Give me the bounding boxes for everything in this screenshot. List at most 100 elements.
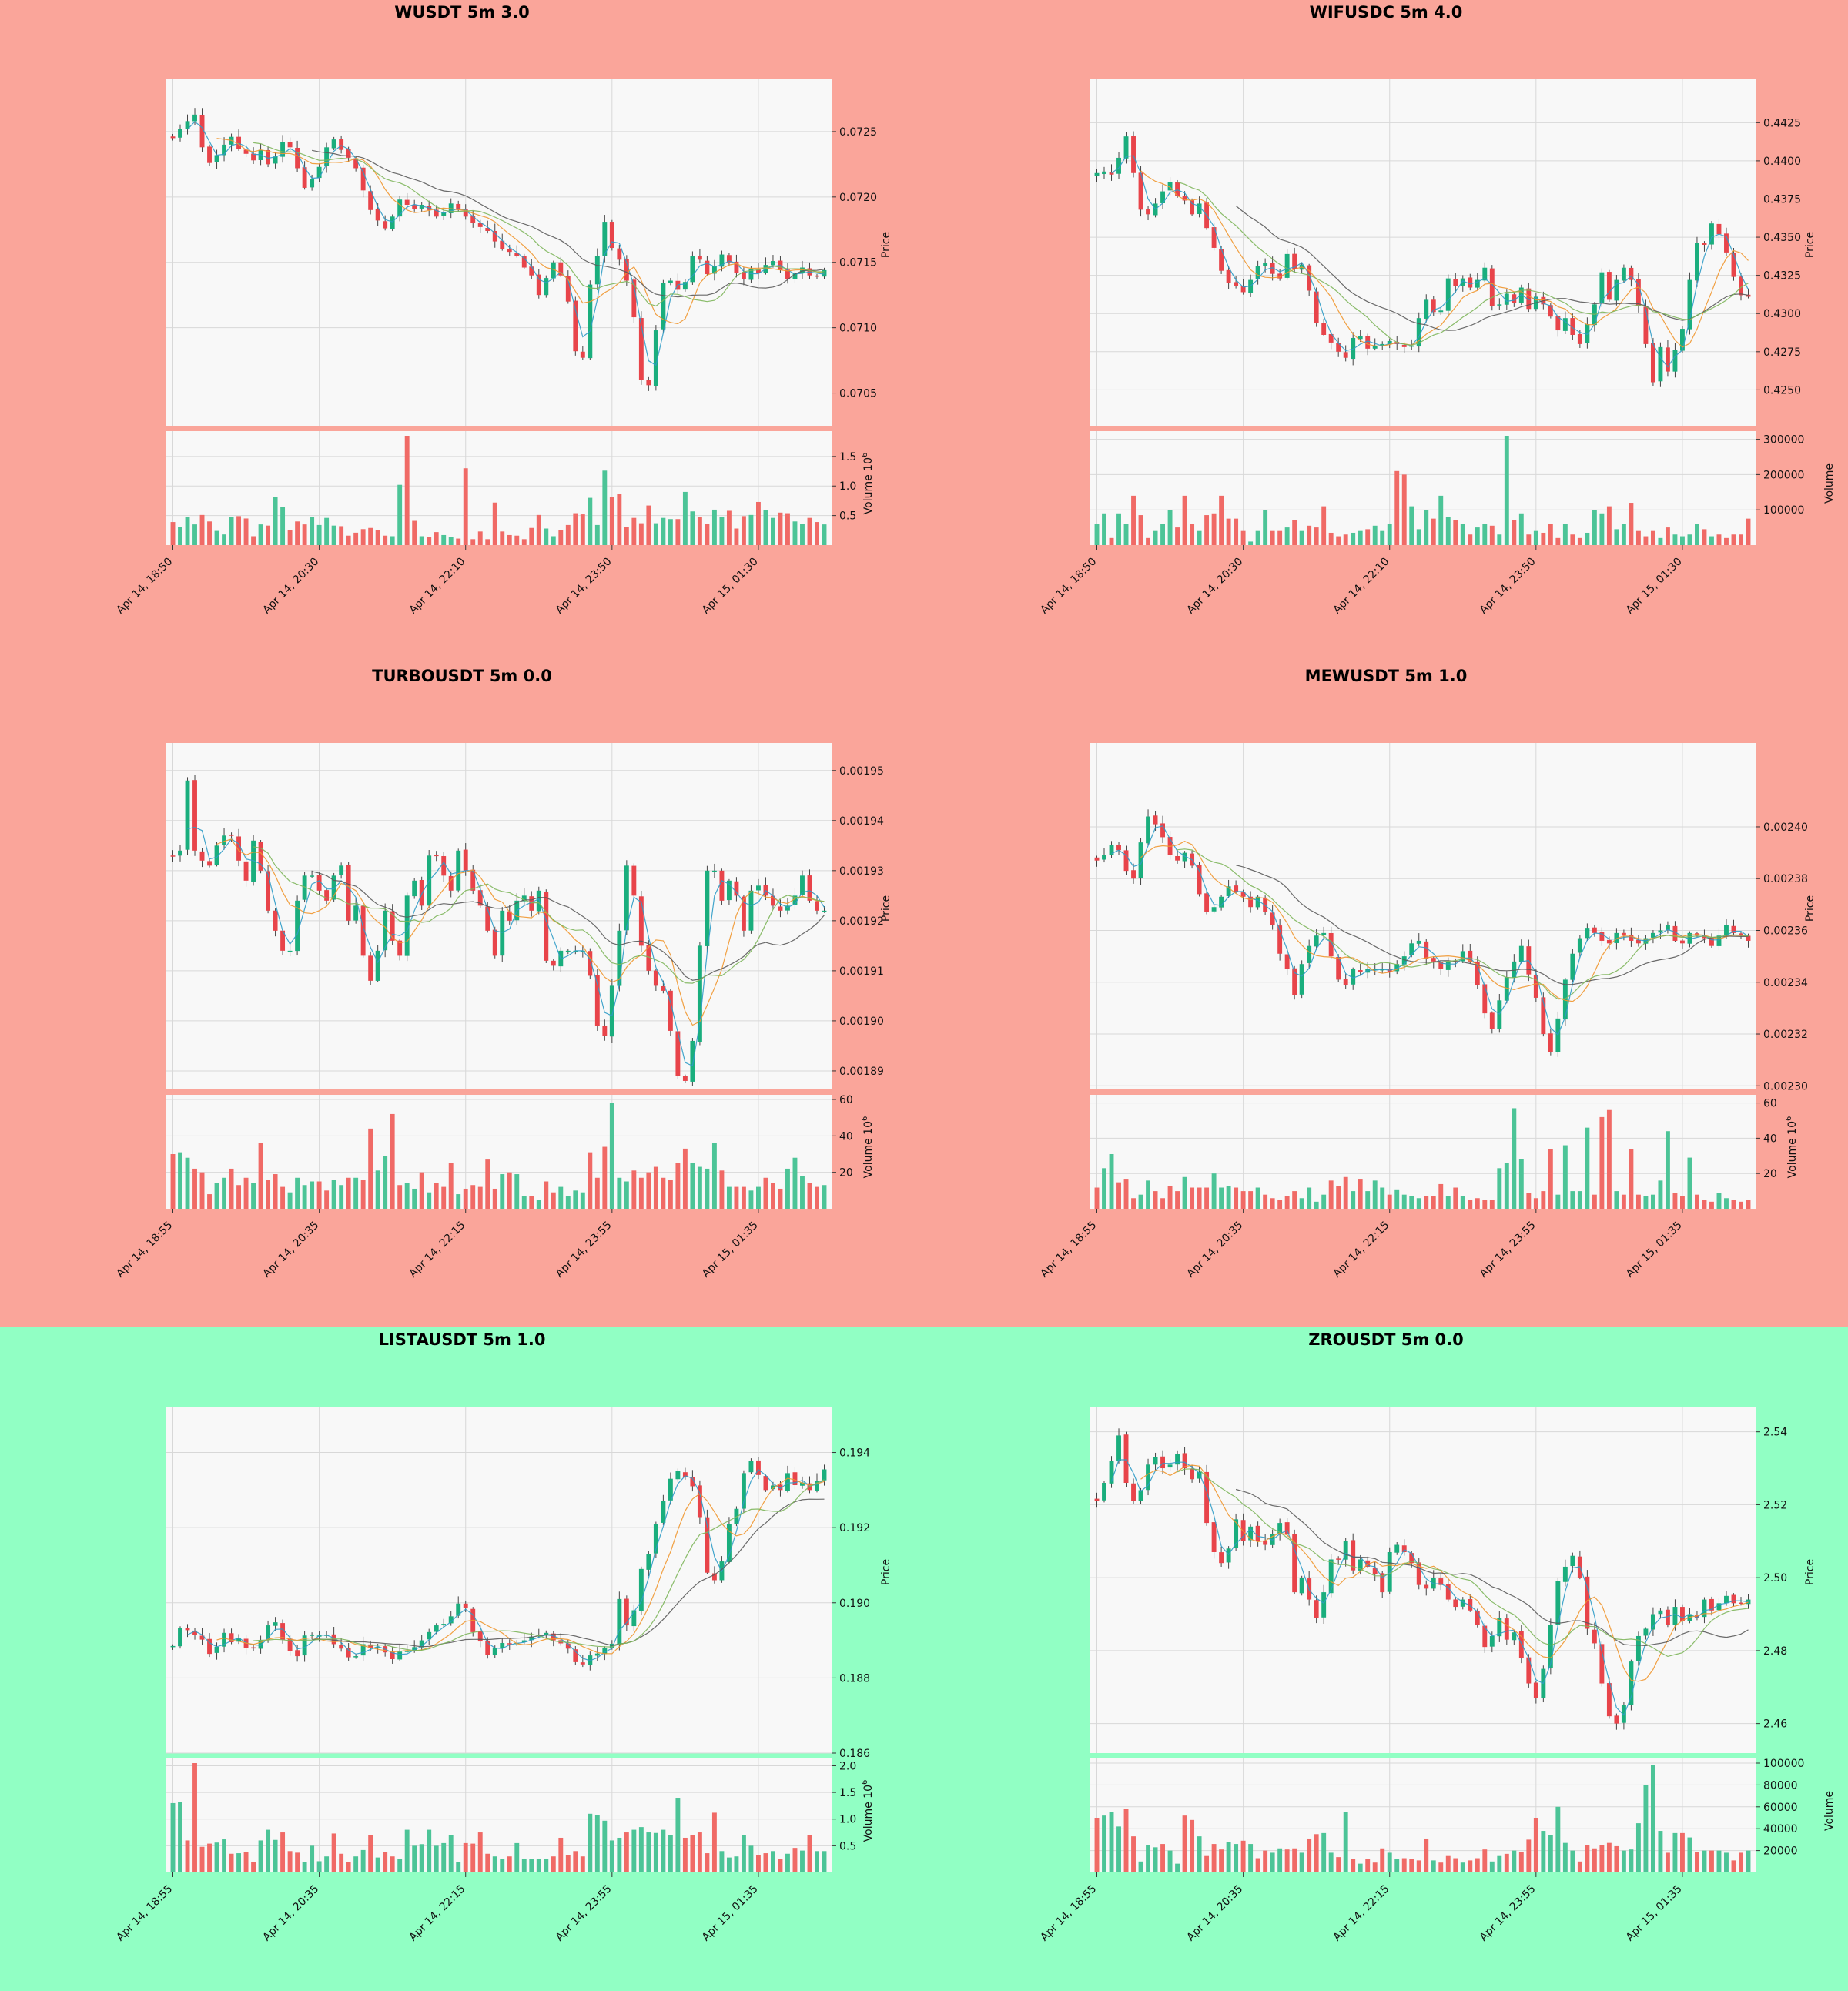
candle-body: [1468, 1598, 1473, 1611]
candle-body: [771, 261, 775, 266]
volume-bar: [1570, 1191, 1575, 1209]
moving-average-line: [1111, 825, 1749, 1036]
candle-body: [441, 1624, 447, 1625]
volume-bar: [1431, 1860, 1436, 1872]
candle-body: [1585, 928, 1590, 939]
moving-average-line: [1110, 1459, 1749, 1716]
candle: [1190, 1464, 1195, 1483]
candle-body: [1716, 935, 1722, 946]
candle-body: [492, 929, 497, 956]
candle-body: [1453, 1599, 1458, 1608]
volume-bar: [1123, 1809, 1129, 1872]
volume-bar: [404, 1183, 410, 1209]
candle: [617, 923, 622, 992]
candle-body: [741, 1473, 746, 1509]
price-tick-label: 0.190: [839, 1598, 870, 1610]
candle: [741, 895, 746, 937]
candle-body: [463, 209, 468, 217]
candle: [1270, 905, 1275, 930]
volume-bar: [1438, 1183, 1444, 1209]
volume-bar: [199, 1172, 205, 1209]
volume-bar: [214, 1842, 219, 1872]
candle-body: [1570, 318, 1575, 335]
candle: [1197, 196, 1202, 218]
volume-bar: [1387, 1852, 1392, 1872]
volume-bar: [295, 521, 300, 545]
candle-body: [624, 865, 629, 931]
candle: [1416, 933, 1421, 946]
volume-bar: [1599, 1845, 1605, 1872]
candlestick-chart: 0.07050.07100.07150.07200.07250.51.01.5A…: [114, 79, 892, 617]
candle: [1102, 166, 1106, 179]
volume-bar: [1321, 1194, 1327, 1209]
volume-bar: [1592, 510, 1597, 545]
volume-bar: [771, 1851, 775, 1872]
candle-body: [1709, 938, 1714, 946]
volume-bar: [170, 1802, 176, 1872]
volume-panel: [1090, 431, 1756, 545]
volume-bar: [741, 516, 746, 545]
volume-bar: [1372, 1862, 1378, 1872]
volume-bar: [536, 1858, 541, 1872]
price-tick-label: 0.4250: [1763, 384, 1801, 397]
candle: [1614, 1713, 1619, 1730]
candle-body: [1482, 267, 1488, 281]
volume-bar: [353, 532, 359, 545]
candle-body: [1650, 1614, 1656, 1630]
moving-average-line: [311, 871, 825, 981]
volume-bar: [1606, 1842, 1612, 1872]
candle: [705, 256, 710, 276]
candle: [199, 1628, 205, 1645]
volume-bar: [1270, 530, 1275, 545]
volume-tick-label: 0.5: [839, 510, 856, 523]
volume-exponent: 6: [861, 453, 869, 457]
volume-bar: [470, 1843, 476, 1872]
candle: [448, 871, 454, 898]
candle-body: [1445, 1584, 1451, 1600]
volume-bar: [1234, 518, 1239, 545]
candle-body: [638, 318, 644, 380]
candle-body: [646, 1554, 651, 1570]
volume-bar: [1314, 1201, 1319, 1209]
candle-body: [1211, 907, 1217, 912]
volume-bar: [1167, 510, 1173, 545]
candle-body: [1401, 956, 1407, 965]
candle-body: [638, 1568, 644, 1611]
candle-body: [251, 153, 256, 161]
candle: [1731, 1593, 1736, 1607]
x-tick-label: Apr 14, 18:55: [1038, 1883, 1099, 1944]
candle-body: [1739, 1602, 1743, 1605]
chart-panel-wusdt: WUSDT 5m 3.0 0.0705 0.0710 0.0715 0.0720 0.0…: [0, 0, 924, 664]
candle-body: [1167, 1464, 1173, 1468]
candle-body: [339, 1645, 344, 1649]
x-tick-label: Apr 15, 01:35: [1624, 1220, 1685, 1280]
volume-bar: [1234, 1187, 1239, 1209]
volume-bar: [1438, 495, 1444, 545]
candle: [741, 267, 746, 286]
volume-bar: [222, 1839, 226, 1872]
volume-bar: [1328, 1180, 1334, 1209]
candle: [214, 1642, 219, 1660]
candlestick-chart: 0.1860.1880.1900.1920.1940.51.01.52.0Apr…: [114, 1407, 892, 1944]
candle-body: [185, 121, 190, 129]
candle-body: [1380, 343, 1385, 346]
candle: [1453, 1597, 1458, 1611]
price-tick-label: 0.00236: [1763, 925, 1808, 937]
volume-bar: [1482, 1200, 1488, 1209]
candle: [1219, 246, 1224, 274]
volume-bar: [763, 1177, 768, 1209]
volume-bar: [1358, 1863, 1363, 1872]
volume-bar: [1270, 1852, 1275, 1872]
candle: [412, 199, 417, 212]
volume-bar: [588, 1152, 593, 1209]
candle: [434, 851, 439, 862]
moving-average-line: [1140, 170, 1749, 348]
candle-body: [1328, 1559, 1334, 1594]
candle-body: [390, 216, 395, 229]
candle: [324, 887, 330, 905]
volume-bar: [1197, 1836, 1202, 1872]
volume-bar: [661, 517, 666, 545]
candle-body: [624, 1598, 629, 1626]
candle-body: [1606, 272, 1612, 300]
volume-bar: [521, 1196, 527, 1209]
